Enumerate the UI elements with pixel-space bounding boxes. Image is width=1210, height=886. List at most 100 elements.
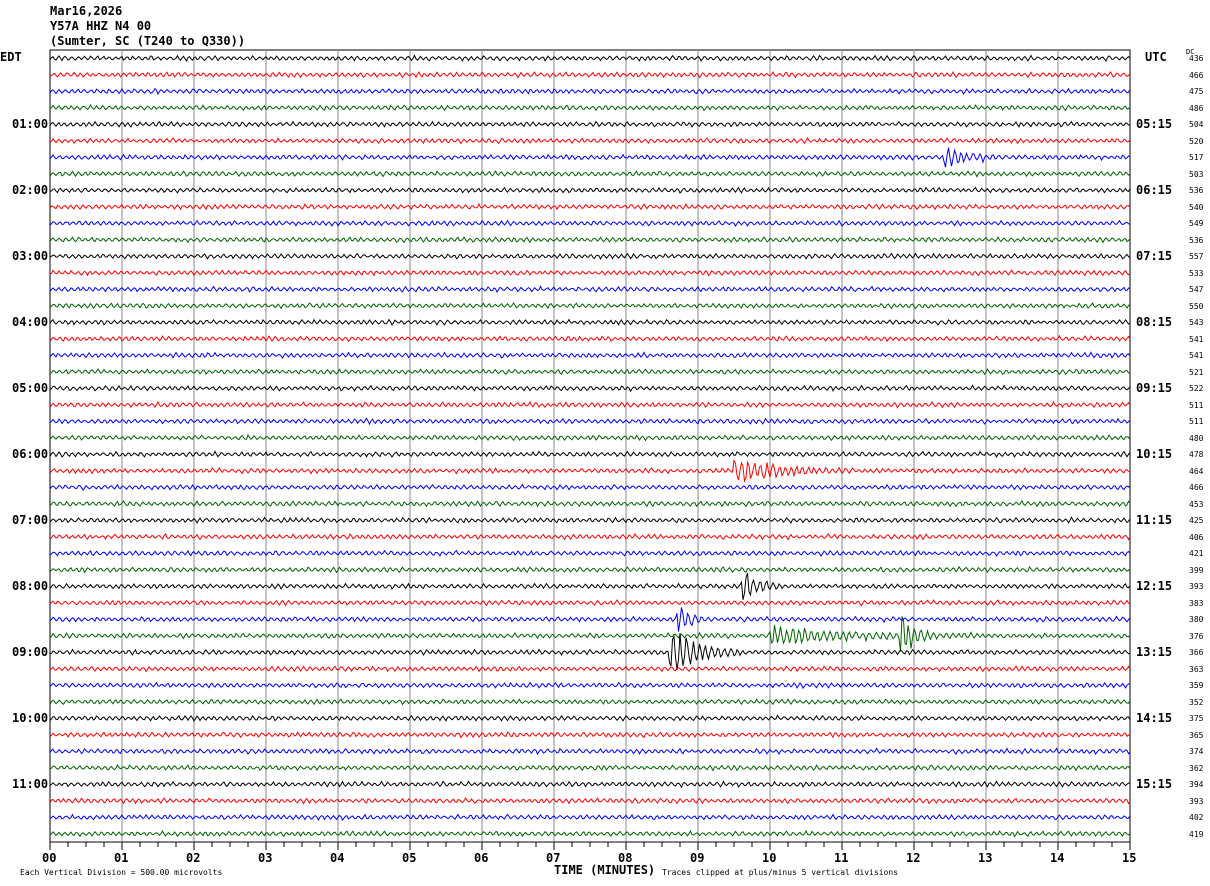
seismic-trace bbox=[49, 572, 1131, 600]
dc-offset-label: 547 bbox=[1189, 285, 1204, 295]
x-tick-label: 03 bbox=[258, 851, 273, 865]
x-tick-label: 01 bbox=[114, 851, 129, 865]
dc-offset-label: 533 bbox=[1189, 268, 1204, 278]
dc-offset-label: 393 bbox=[1189, 582, 1204, 592]
utc-time-label: 05:15 bbox=[1136, 117, 1173, 132]
seismic-trace bbox=[49, 70, 1131, 79]
seismic-trace bbox=[49, 483, 1131, 491]
seismic-trace bbox=[49, 170, 1131, 178]
seismic-trace bbox=[49, 616, 1131, 652]
dc-offset-label: 541 bbox=[1189, 351, 1204, 361]
seismic-trace bbox=[49, 417, 1131, 426]
seismic-trace bbox=[50, 368, 1131, 376]
scale-note: Each Vertical Division = 500.00 microvol… bbox=[20, 868, 223, 877]
seismic-trace bbox=[49, 252, 1131, 260]
edt-time-label: 09:00 bbox=[12, 645, 49, 660]
edt-time-label: 08:00 bbox=[12, 579, 49, 594]
utc-time-label: 13:15 bbox=[1136, 645, 1173, 660]
dc-offset-label: 540 bbox=[1189, 202, 1204, 212]
clip-note: Traces clipped at plus/minus 5 vertical … bbox=[662, 868, 899, 877]
edt-time-label: 06:00 bbox=[12, 447, 49, 462]
dc-offset-label: 517 bbox=[1189, 153, 1204, 163]
dc-offset-label: 511 bbox=[1189, 417, 1204, 427]
edt-time-label: 04:00 bbox=[12, 315, 49, 330]
seismic-trace bbox=[49, 633, 1131, 671]
seismic-trace bbox=[49, 549, 1131, 557]
x-tick-label: 14 bbox=[1050, 851, 1065, 865]
location-label: (Sumter, SC (T240 to Q330)) bbox=[50, 34, 246, 48]
dc-offset-label: 376 bbox=[1189, 631, 1204, 641]
seismic-trace bbox=[49, 400, 1131, 409]
date-label: Mar16,2026 bbox=[50, 4, 123, 18]
seismic-trace bbox=[49, 54, 1131, 62]
utc-time-label: 15:15 bbox=[1136, 777, 1173, 792]
seismic-trace bbox=[49, 351, 1131, 360]
seismic-trace bbox=[49, 120, 1131, 128]
dc-offset-label: 362 bbox=[1189, 763, 1204, 773]
x-tick-label: 06 bbox=[474, 851, 489, 865]
dc-offset-label: 406 bbox=[1189, 532, 1204, 542]
seismic-trace bbox=[49, 334, 1131, 343]
dc-offset-label: 466 bbox=[1189, 483, 1204, 493]
dc-offset-label: 436 bbox=[1189, 54, 1204, 64]
dc-offset-label: 394 bbox=[1189, 780, 1204, 790]
seismic-trace bbox=[49, 219, 1131, 228]
seismic-trace bbox=[49, 318, 1131, 326]
x-axis-title: TIME (MINUTES) bbox=[554, 863, 656, 877]
seismic-trace bbox=[49, 285, 1131, 294]
seismic-trace bbox=[49, 565, 1131, 574]
seismic-trace bbox=[49, 458, 1131, 483]
seismic-trace bbox=[49, 87, 1131, 96]
seismic-trace bbox=[49, 136, 1131, 145]
seismic-trace bbox=[49, 731, 1131, 739]
dc-offset-label: 383 bbox=[1189, 598, 1204, 608]
seismic-trace bbox=[49, 747, 1131, 756]
dc-offset-label: 402 bbox=[1189, 813, 1204, 823]
seismic-trace bbox=[49, 186, 1131, 194]
seismic-trace bbox=[49, 433, 1131, 442]
dc-label: DC bbox=[1186, 48, 1195, 56]
seismic-trace bbox=[49, 829, 1131, 838]
seismic-trace bbox=[49, 797, 1131, 805]
seismic-trace bbox=[49, 681, 1131, 690]
dc-offset-label: 453 bbox=[1189, 499, 1204, 509]
dc-offset-label: 520 bbox=[1189, 136, 1204, 146]
utc-time-label: 07:15 bbox=[1136, 249, 1173, 264]
seismic-trace bbox=[49, 302, 1131, 310]
dc-offset-label: 359 bbox=[1189, 681, 1204, 691]
seismic-trace bbox=[49, 202, 1131, 211]
seismic-trace bbox=[49, 598, 1131, 607]
seismic-trace bbox=[49, 607, 1131, 632]
dc-offset-label: 419 bbox=[1189, 829, 1204, 839]
dc-offset-label: 486 bbox=[1189, 103, 1204, 113]
dc-offset-label: 536 bbox=[1189, 186, 1204, 196]
dc-offset-label: 543 bbox=[1189, 318, 1204, 328]
utc-time-label: 14:15 bbox=[1136, 711, 1173, 726]
edt-time-label: 10:00 bbox=[12, 711, 49, 726]
utc-time-label: 11:15 bbox=[1136, 513, 1173, 528]
dc-offset-label: 365 bbox=[1189, 730, 1204, 740]
utc-time-label: 09:15 bbox=[1136, 381, 1173, 396]
dc-offset-label: 421 bbox=[1189, 549, 1204, 559]
x-tick-label: 02 bbox=[186, 851, 201, 865]
dc-offset-label: 475 bbox=[1189, 87, 1204, 97]
seismic-trace bbox=[49, 384, 1131, 393]
edt-axis-label: EDT bbox=[0, 50, 22, 64]
utc-time-label: 08:15 bbox=[1136, 315, 1173, 330]
edt-time-label: 01:00 bbox=[12, 117, 49, 132]
x-tick-label: 05 bbox=[402, 851, 417, 865]
seismic-trace bbox=[49, 813, 1131, 822]
dc-offset-label: 393 bbox=[1189, 796, 1204, 806]
x-tick-label: 15 bbox=[1122, 851, 1137, 865]
edt-time-label: 11:00 bbox=[12, 777, 49, 792]
dc-offset-label: 549 bbox=[1189, 219, 1204, 229]
seismic-trace bbox=[49, 269, 1131, 277]
dc-offset-label: 503 bbox=[1189, 169, 1204, 179]
dc-offset-label: 374 bbox=[1189, 747, 1204, 757]
utc-axis-label: UTC bbox=[1145, 50, 1167, 64]
seismic-trace bbox=[49, 499, 1131, 508]
seismic-trace bbox=[49, 665, 1131, 673]
station-label: Y57A HHZ N4 00 bbox=[50, 19, 152, 33]
dc-offset-label: 352 bbox=[1189, 697, 1204, 707]
